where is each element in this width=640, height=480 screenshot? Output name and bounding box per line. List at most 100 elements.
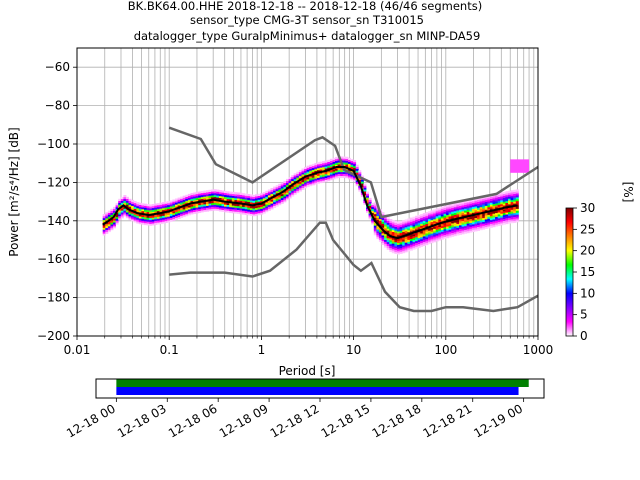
density-cell [265,206,269,209]
density-cell [495,224,499,227]
density-cell [456,229,460,232]
density-cell [464,202,468,205]
density-cell [322,178,326,181]
density-cell [182,203,186,206]
density-cell [311,179,315,182]
density-cell [133,216,137,219]
y-tick-label: −200 [37,329,70,343]
density-cell [283,200,287,203]
density-cell [221,207,225,210]
density-cell [513,214,517,217]
density-cell [249,198,253,201]
density-cell [345,168,349,171]
density-cell [187,199,191,202]
density-cell [515,191,519,194]
density-cell [213,206,217,209]
density-cell [322,166,326,170]
density-cell [120,216,124,219]
density-cell [200,210,204,213]
density-cell [435,239,439,242]
density-cell [391,226,395,229]
density-cell [440,216,444,219]
density-cell [510,209,514,212]
density-cell [412,237,416,240]
density-cell [508,194,511,197]
density-cell [461,214,465,217]
density-cell [399,246,403,249]
density-cell [198,197,202,200]
density-cell [376,215,380,218]
density-cell [428,218,431,222]
density-cell [288,196,292,199]
density-cell [319,175,323,178]
density-cell [283,186,287,189]
density-cell [402,224,406,227]
density-cell [394,240,398,243]
density-cell [301,185,305,188]
density-cell [185,194,189,197]
density-cell [456,214,460,217]
density-cell [495,201,499,204]
density-cell [397,227,400,230]
density-cell [345,158,349,161]
density-cell [409,236,413,239]
density-cell [353,165,357,169]
density-cell [293,188,297,191]
density-cell [484,222,488,226]
density-cell [477,209,480,212]
density-cell [397,240,400,243]
density-cell [397,235,400,238]
density-cell [371,203,375,206]
density-cell [397,244,400,247]
density-cell [484,221,488,224]
density-cell [180,202,184,205]
density-cell [144,209,147,212]
density-cell [409,242,413,245]
density-cell [342,162,346,165]
density-cell [456,225,460,228]
density-cell [459,225,462,228]
density-cell [412,222,416,225]
density-cell [469,230,473,233]
density-cell [128,212,132,215]
density-cell [389,238,393,241]
density-cell [275,204,279,207]
density-cell [373,213,377,217]
density-cell [208,203,212,206]
density-cell [319,177,323,180]
density-cell [335,170,338,173]
density-cell [340,156,344,159]
density-cell [270,201,274,204]
density-cell [206,203,209,206]
density-cell [360,183,364,186]
density-cell [399,251,403,254]
density-cell [386,238,390,241]
density-cell [404,244,408,247]
density-cell [198,205,202,208]
density-cell [420,235,424,238]
density-cell [200,206,204,209]
density-cell [363,200,367,204]
density-cell [366,191,369,194]
density-cell [267,208,271,211]
density-cell [440,218,444,221]
density-cell [164,213,168,216]
density-cell [394,224,398,227]
density-cell [151,221,155,224]
density-cell [335,164,338,167]
density-cell [391,224,395,227]
density-cell [515,189,519,192]
density-cell [203,194,207,197]
density-cell [298,170,302,173]
density-cell [456,219,460,222]
density-cell [169,217,173,220]
density-cell [474,221,478,224]
density-cell [368,213,372,216]
density-cell [193,205,197,209]
density-cell [407,237,411,240]
density-cell [298,173,302,177]
density-cell [399,244,403,247]
colorbar-tick-label: 10 [580,286,595,300]
density-cell [133,203,137,206]
density-cell [510,221,514,224]
